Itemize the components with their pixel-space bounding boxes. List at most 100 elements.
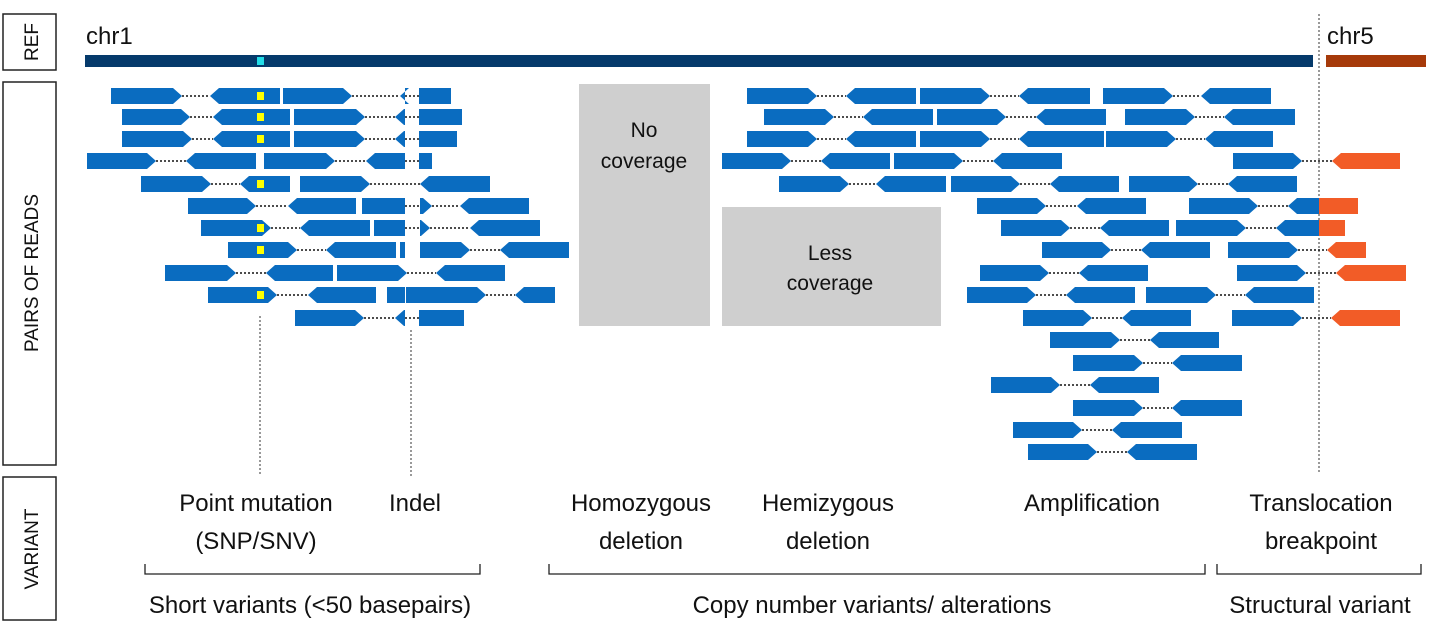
- snp-marker: [257, 135, 264, 143]
- sequencing-read: [1073, 400, 1143, 416]
- sequencing-read: [419, 88, 451, 104]
- sequencing-read: [747, 131, 817, 147]
- variant-hemizygous-deletion-line-2: deletion: [786, 528, 870, 555]
- sequencing-read: [264, 153, 335, 169]
- sequencing-read: [283, 88, 352, 104]
- sequencing-read: [395, 109, 405, 125]
- sequencing-read: [387, 287, 405, 303]
- row-label-pairs: PAIRS OF READS: [2, 81, 57, 466]
- sequencing-read: [863, 109, 933, 125]
- sequencing-read: [1237, 265, 1306, 281]
- sequencing-read: [419, 131, 457, 147]
- sequencing-read: [1176, 220, 1246, 236]
- variant-amplification: Amplification: [1024, 490, 1160, 517]
- sequencing-read: [266, 265, 333, 281]
- sequencing-read: [294, 131, 365, 147]
- sequencing-read: [1233, 153, 1302, 169]
- less-coverage-line-1: Less: [808, 242, 852, 265]
- sequencing-read: [1019, 131, 1104, 147]
- variant-label: VARIANT: [22, 508, 43, 589]
- structural-variant-bracket: [1216, 564, 1422, 575]
- category-copy-number-variants: Copy number variants/ alterations: [693, 592, 1052, 619]
- sequencing-read: [400, 88, 409, 104]
- sequencing-read: [1201, 88, 1271, 104]
- no-coverage-line-2: coverage: [601, 150, 687, 173]
- copy-number-bracket: [548, 564, 1206, 575]
- sequencing-read: [821, 153, 890, 169]
- sequencing-read: [980, 265, 1049, 281]
- sequencing-read: [1013, 422, 1082, 438]
- snp-marker: [257, 224, 264, 232]
- sequencing-read: [419, 109, 462, 125]
- sequencing-read: [1146, 287, 1216, 303]
- sequencing-read: [300, 220, 370, 236]
- sequencing-read: [1172, 355, 1242, 371]
- sequencing-read: [747, 88, 817, 104]
- sequencing-read: [937, 109, 1006, 125]
- pairs-of-reads-label: PAIRS OF READS: [22, 194, 43, 352]
- no-coverage-box: No coverage: [579, 84, 710, 326]
- snp-marker: [257, 92, 264, 100]
- variant-indel: Indel: [389, 490, 441, 517]
- sequencing-read: [1331, 310, 1400, 326]
- sequencing-read: [1050, 176, 1119, 192]
- sequencing-read: [846, 88, 916, 104]
- sequencing-read: [419, 310, 464, 326]
- sequencing-read: [294, 109, 365, 125]
- sequencing-read: [436, 265, 505, 281]
- sequencing-read: [1150, 332, 1219, 348]
- sequencing-read: [1288, 198, 1319, 214]
- sequencing-read: [1319, 220, 1345, 236]
- sequencing-read: [1172, 400, 1242, 416]
- sequencing-read: [374, 220, 405, 236]
- sequencing-read: [87, 153, 156, 169]
- variant-homozygous-deletion-line-1: Homozygous: [571, 490, 711, 517]
- sequencing-read: [419, 153, 432, 169]
- sequencing-read: [1232, 310, 1302, 326]
- sequencing-read: [1129, 176, 1198, 192]
- row-label-variant: VARIANT: [2, 476, 57, 621]
- no-coverage-line-1: No: [631, 119, 658, 142]
- sequencing-read: [500, 242, 569, 258]
- sequencing-read: [1001, 220, 1070, 236]
- sequencing-read: [894, 153, 963, 169]
- sequencing-read: [1028, 444, 1097, 460]
- sequencing-read: [460, 198, 529, 214]
- sequencing-read: [846, 131, 916, 147]
- sequencing-read: [993, 153, 1062, 169]
- sequencing-read: [366, 153, 405, 169]
- variant-homozygous-deletion-line-2: deletion: [599, 528, 683, 555]
- sequencing-read: [876, 176, 946, 192]
- sequencing-read: [1125, 109, 1195, 125]
- category-short-variants: Short variants (<50 basepairs): [149, 592, 471, 619]
- sequencing-read: [213, 131, 290, 147]
- sequencing-read: [1224, 109, 1295, 125]
- ref-label: REF: [22, 23, 43, 61]
- chr1-label: chr1: [86, 23, 133, 50]
- sequencing-read: [779, 176, 849, 192]
- sequencing-read: [141, 176, 211, 192]
- sequencing-read: [764, 109, 834, 125]
- chr1-reference-bar: [85, 55, 1313, 67]
- sequencing-read: [977, 198, 1046, 214]
- sequencing-read: [1019, 88, 1090, 104]
- read-pairs: [87, 88, 1406, 460]
- chr5-reference-bar: [1326, 55, 1426, 67]
- sequencing-read: [122, 131, 192, 147]
- sequencing-read: [208, 287, 277, 303]
- sequencing-read: [186, 153, 256, 169]
- sequencing-read: [1122, 310, 1191, 326]
- sequencing-read: [337, 265, 407, 281]
- sequencing-read: [213, 109, 290, 125]
- sequencing-read: [1066, 287, 1135, 303]
- sequencing-read: [1079, 265, 1148, 281]
- variant-point-mutation-line-2: (SNP/SNV): [195, 528, 316, 555]
- sequencing-read: [1332, 153, 1400, 169]
- sequencing-read: [1205, 131, 1273, 147]
- sequencing-read: [1127, 444, 1197, 460]
- snp-marker: [257, 291, 264, 299]
- sequencing-read: [1036, 109, 1106, 125]
- sequencing-read: [1327, 242, 1366, 258]
- sequencing-read: [395, 131, 405, 147]
